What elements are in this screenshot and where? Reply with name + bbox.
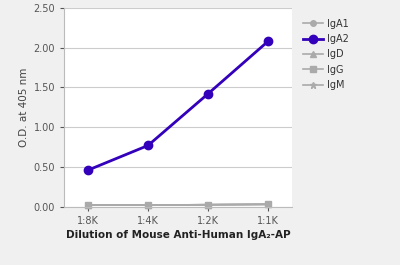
IgM	[146, 204, 150, 207]
IgG	[206, 203, 210, 206]
IgG	[266, 203, 270, 206]
IgA1	[266, 203, 270, 206]
IgG	[86, 204, 90, 207]
IgA2	[146, 144, 150, 147]
IgD	[146, 204, 150, 207]
Legend: IgA1, IgA2, IgD, IgG, IgM: IgA1, IgA2, IgD, IgG, IgM	[302, 17, 350, 92]
Y-axis label: O.D. at 405 nm: O.D. at 405 nm	[19, 68, 29, 147]
Line: IgA1: IgA1	[85, 202, 271, 208]
IgD	[206, 203, 210, 206]
Line: IgG: IgG	[85, 202, 271, 208]
IgA2	[266, 40, 270, 43]
Line: IgM: IgM	[84, 201, 272, 209]
Line: IgA2: IgA2	[84, 37, 272, 174]
IgA1	[206, 203, 210, 206]
IgD	[86, 204, 90, 207]
IgA1	[146, 204, 150, 207]
IgA2	[86, 169, 90, 172]
IgA2	[206, 92, 210, 95]
IgD	[266, 203, 270, 206]
IgG	[146, 204, 150, 207]
IgM	[266, 203, 270, 206]
IgA1	[86, 204, 90, 207]
Line: IgD: IgD	[85, 202, 271, 208]
IgM	[86, 204, 90, 207]
X-axis label: Dilution of Mouse Anti-Human IgA₂-AP: Dilution of Mouse Anti-Human IgA₂-AP	[66, 230, 290, 240]
IgM	[206, 203, 210, 206]
